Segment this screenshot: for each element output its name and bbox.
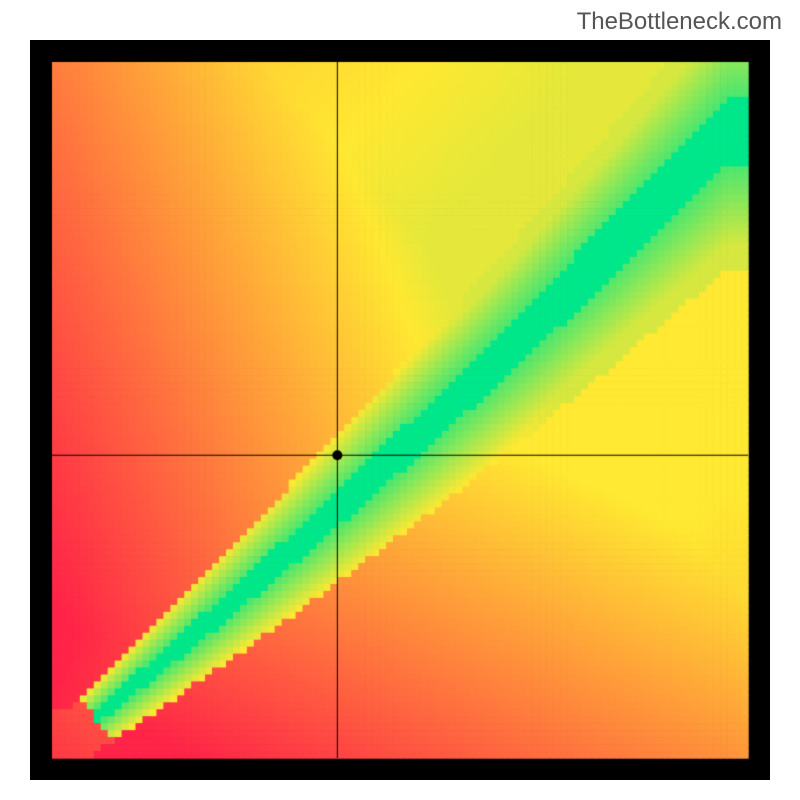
- heatmap-canvas: [30, 40, 770, 780]
- watermark-text: TheBottleneck.com: [577, 8, 782, 36]
- plot-frame: [30, 40, 770, 780]
- chart-container: TheBottleneck.com: [0, 0, 800, 800]
